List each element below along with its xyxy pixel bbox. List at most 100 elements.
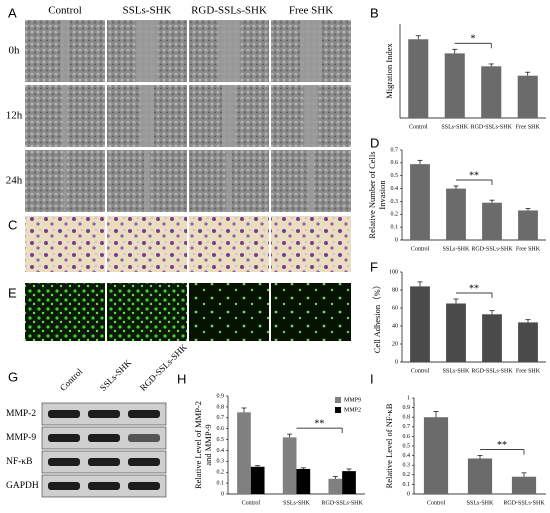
y-tick-label: 0.7 xyxy=(403,424,411,430)
x-tick-label: Free SHK xyxy=(516,124,541,130)
wound-gap xyxy=(140,85,154,147)
blot-band xyxy=(88,482,120,490)
y-tick-label: 100 xyxy=(389,269,398,275)
panel-label: D xyxy=(370,135,379,150)
wound-gap xyxy=(218,20,240,82)
wound-gap xyxy=(308,150,314,212)
bar xyxy=(423,417,449,494)
panel-label: B xyxy=(370,5,379,20)
blot-band xyxy=(48,482,80,490)
invasion-image xyxy=(189,216,269,272)
wound-gap xyxy=(300,20,322,82)
panel-label: F xyxy=(370,259,378,274)
invasion-image xyxy=(25,216,105,272)
adhesion-image xyxy=(271,283,351,341)
y-tick-label: 0.9 xyxy=(217,393,225,399)
blot-band xyxy=(128,458,160,466)
row-label: 24h xyxy=(6,175,23,187)
blot-band xyxy=(128,410,160,418)
wound-gap xyxy=(60,20,70,82)
y-tick-label: 0.6 xyxy=(403,434,411,440)
invasion-image xyxy=(107,216,187,272)
bar xyxy=(482,314,502,362)
y-tick-label: 0.3 xyxy=(217,459,225,465)
bar xyxy=(410,286,430,362)
y-tick-label: 0.8 xyxy=(217,404,225,410)
x-tick-label: RGD-SSLs-SHK xyxy=(471,246,513,252)
bar xyxy=(282,437,297,494)
y-tick-label: 0.7 xyxy=(217,415,225,421)
panel-label: H xyxy=(177,371,186,386)
x-tick-label: Control xyxy=(242,500,261,506)
y-tick-label: 0.2 xyxy=(391,212,399,218)
wound-gap xyxy=(226,150,232,212)
significance-mark: ** xyxy=(469,170,479,181)
significance-mark: * xyxy=(471,34,476,45)
y-tick-label: 0.1 xyxy=(403,482,411,488)
y-tick-label: 60 xyxy=(392,305,398,311)
blot-band xyxy=(48,410,80,418)
bar xyxy=(444,53,465,118)
y-tick-label: 0 xyxy=(407,491,410,497)
wound-gap xyxy=(63,150,67,212)
y-tick-label: 20 xyxy=(392,341,398,347)
bar xyxy=(481,66,502,118)
x-tick-label: SSLs-SHK xyxy=(467,500,494,506)
y-axis-label: Relative Level of NF-κB xyxy=(384,403,394,488)
y-tick-label: 0.4 xyxy=(217,448,225,454)
y-tick-label: 0.5 xyxy=(391,173,399,179)
y-tick-label: 0.9 xyxy=(403,405,411,411)
bar xyxy=(467,458,493,494)
blot-row: MMP-9 xyxy=(6,433,36,443)
bar xyxy=(408,39,429,118)
y-axis-label: Cell Adhesion（%） xyxy=(372,281,382,353)
column-header: SSLs-SHK xyxy=(123,5,172,17)
bar xyxy=(296,468,311,494)
bar xyxy=(518,322,538,362)
legend-swatch xyxy=(335,397,341,403)
x-tick-label: RGD-SSLs-SHK xyxy=(471,124,513,130)
adhesion-image xyxy=(107,283,187,341)
row-label: 12h xyxy=(6,110,23,122)
bar xyxy=(328,478,343,494)
bar xyxy=(511,476,537,494)
adhesion-image xyxy=(189,283,269,341)
row-label: 0h xyxy=(9,45,21,57)
x-tick-label: SSLs-SHK xyxy=(441,124,468,130)
panel-label: I xyxy=(370,371,374,386)
wound-gap xyxy=(136,20,158,82)
bar xyxy=(446,303,466,362)
blot-row: MMP-2 xyxy=(6,409,36,419)
y-tick-label: 1 xyxy=(407,395,410,401)
bar xyxy=(517,75,538,118)
y-axis-label: Migration Index xyxy=(384,43,394,99)
y-axis-label: Invasion xyxy=(377,180,387,210)
blot-band xyxy=(48,434,80,442)
x-tick-label: RGD-SSLs-SHK xyxy=(321,500,363,506)
blot-band xyxy=(128,434,160,442)
bar xyxy=(482,202,502,240)
x-tick-label: Free SHK xyxy=(516,246,541,252)
significance-mark: ** xyxy=(469,283,479,294)
significance-mark: ** xyxy=(497,440,507,451)
significance-mark: ** xyxy=(314,418,324,429)
x-tick-label: Control xyxy=(411,246,430,252)
column-header: RGD-SSLs-SHK xyxy=(191,5,267,17)
bar xyxy=(410,164,430,240)
column-header: Control xyxy=(48,5,82,17)
y-tick-label: 0.5 xyxy=(217,437,225,443)
blot-band xyxy=(48,458,80,466)
x-tick-label: RGD-SSLs-SHK xyxy=(503,500,545,506)
y-tick-label: 40 xyxy=(392,323,398,329)
blot-band xyxy=(128,482,160,490)
bar xyxy=(342,471,356,494)
y-tick-label: 0.8 xyxy=(403,415,411,421)
legend-label: MMP2 xyxy=(344,407,361,413)
adhesion-image xyxy=(25,283,105,341)
y-tick-label: 0.3 xyxy=(391,199,399,205)
wound-gap xyxy=(144,150,150,212)
wound-gap xyxy=(304,85,318,147)
y-axis-label: Relative Level of MMP-2 xyxy=(193,401,203,489)
x-tick-label: Control xyxy=(427,500,446,506)
